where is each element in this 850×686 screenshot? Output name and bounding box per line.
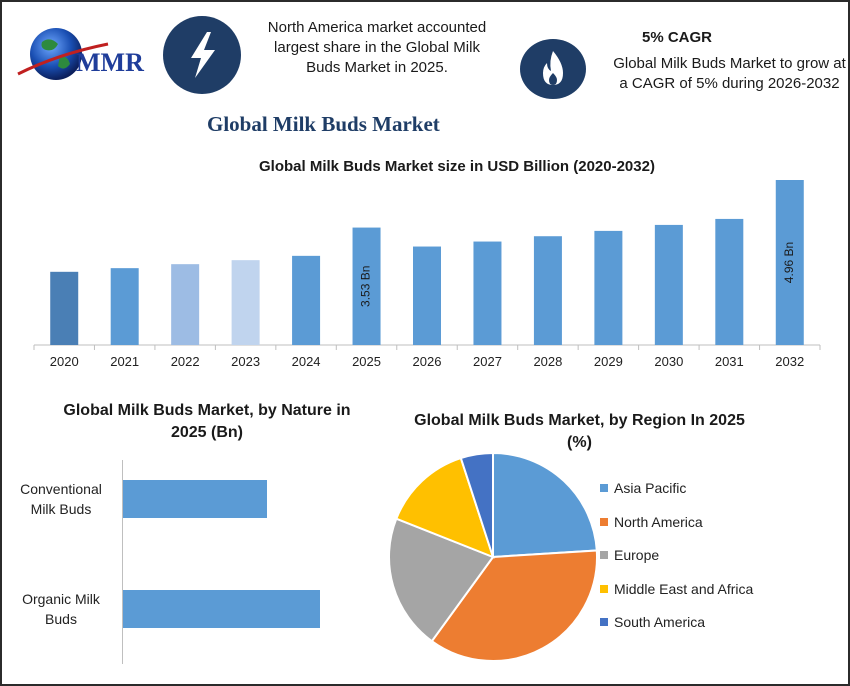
- pie-legend: Asia Pacific North America Europe Middle Ea…: [600, 478, 845, 646]
- region-chart-title: Global Milk Buds Market, by Region In 20…: [414, 412, 745, 451]
- legend-item: Asia Pacific: [600, 478, 845, 498]
- region-pie-chart: [388, 451, 598, 662]
- y-axis: [122, 460, 123, 664]
- nature-category-label: Organic Milk Buds: [4, 589, 118, 629]
- x-tick-label: 2022: [171, 354, 200, 369]
- bar-2024: [292, 255, 321, 345]
- x-tick-label: 2021: [110, 354, 139, 369]
- x-tick-label: 2028: [533, 354, 562, 369]
- x-tick-label: 2024: [292, 354, 321, 369]
- flame-badge: [520, 39, 586, 99]
- x-tick-label: 2026: [413, 354, 442, 369]
- legend-label: Europe: [614, 547, 660, 563]
- legend-label: Asia Pacific: [614, 480, 687, 496]
- x-tick-label: 2031: [715, 354, 744, 369]
- legend-label: North America: [614, 513, 703, 530]
- x-tick-label: 2020: [50, 354, 79, 369]
- legend-item: Middle East and Africa: [600, 579, 845, 599]
- pie-slice-asia-pacific: [492, 451, 598, 559]
- bar-2025: [352, 227, 381, 345]
- market-size-bar-chart: 2020 2021 2022 2023 2024 2025 3.53 Bn 2026 2027 2…: [33, 180, 821, 369]
- bar-data-label: 3.53 Bn: [359, 266, 373, 307]
- bar-2020: [50, 271, 79, 345]
- cagr-note: Global Milk Buds Market to grow at a CAG…: [613, 55, 846, 92]
- region-note: North America market accounted largest s…: [267, 19, 487, 76]
- bar-2023: [231, 260, 260, 345]
- bar-2029: [594, 230, 623, 345]
- nature-chart-title: Global Milk Buds Market, by Nature in 20…: [63, 402, 351, 441]
- bar-2030: [654, 224, 683, 345]
- legend-swatch: [600, 484, 608, 492]
- bar-2032: [775, 180, 804, 345]
- flame-icon: [543, 51, 563, 85]
- logo-text: MMR: [76, 48, 144, 77]
- pie-slice-europe: [388, 517, 495, 643]
- legend-item: North America: [600, 512, 845, 532]
- nature-category-label: Conventional Milk Buds: [4, 479, 118, 519]
- nature-category-label-line: Milk Buds: [30, 501, 92, 517]
- legend-label: South America: [614, 614, 706, 630]
- logo: MMR: [14, 22, 154, 86]
- x-tick-label: 2027: [473, 354, 502, 369]
- nature-bar: [123, 480, 267, 518]
- x-tick-label: 2023: [231, 354, 260, 369]
- nature-bar: [123, 590, 320, 628]
- bar-2028: [533, 236, 562, 345]
- bar-2022: [171, 264, 200, 345]
- nature-category-label-line: Buds: [45, 611, 77, 627]
- bar-2027: [473, 241, 502, 345]
- legend-item: Europe: [600, 545, 845, 565]
- nature-bar-chart: Conventional Milk Buds Organic Milk Buds: [2, 2, 382, 684]
- x-tick-label: 2030: [654, 354, 683, 369]
- globe-icon: [17, 28, 109, 80]
- bar-2026: [413, 246, 441, 345]
- nature-category-label-line: Organic Milk: [22, 591, 100, 607]
- x-tick-label: 2032: [775, 354, 804, 369]
- nature-category-label-line: Conventional: [20, 481, 102, 497]
- main-title: Global Milk Buds Market: [207, 112, 440, 136]
- lightning-badge: [163, 16, 241, 94]
- legend-label: Middle East and Africa: [614, 580, 754, 597]
- legend-swatch: [600, 618, 608, 626]
- bar-2021: [110, 268, 139, 345]
- legend-item: South America: [600, 612, 845, 632]
- pie-slice-north-america: [430, 549, 598, 662]
- bar-chart-title: Global Milk Buds Market size in USD Bill…: [259, 158, 655, 175]
- cagr-title: 5% CAGR: [642, 29, 713, 46]
- legend-swatch: [600, 551, 608, 559]
- legend-swatch: [600, 584, 608, 593]
- x-tick-label: 2029: [594, 354, 623, 369]
- legend-swatch: [600, 517, 608, 526]
- bar-data-label: 4.96 Bn: [782, 242, 796, 283]
- bar-2031: [715, 218, 744, 345]
- pie-slice-south-america: [459, 451, 494, 558]
- lightning-icon: [191, 32, 215, 78]
- x-tick-label: 2025: [352, 354, 381, 369]
